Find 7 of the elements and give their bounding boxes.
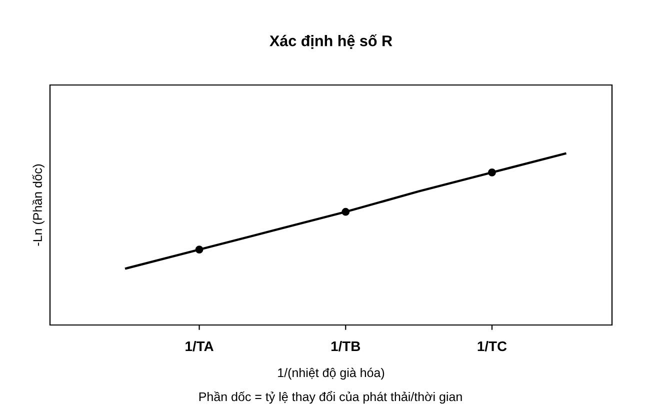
x-tick-label: 1/TB — [331, 340, 360, 352]
x-tick-label: 1/TA — [186, 340, 214, 352]
x-axis-title: 1/(nhiệt độ già hóa) — [278, 368, 384, 380]
text: Phần dốc = tỷ lệ thay đổi của phát thải/thời gian — [199, 390, 462, 404]
y-axis-title: -Ln (Phần dốc) — [32, 164, 44, 246]
x-tick-label: 1/TC — [478, 340, 507, 352]
chart-title: Xác định hệ số R — [270, 34, 392, 49]
